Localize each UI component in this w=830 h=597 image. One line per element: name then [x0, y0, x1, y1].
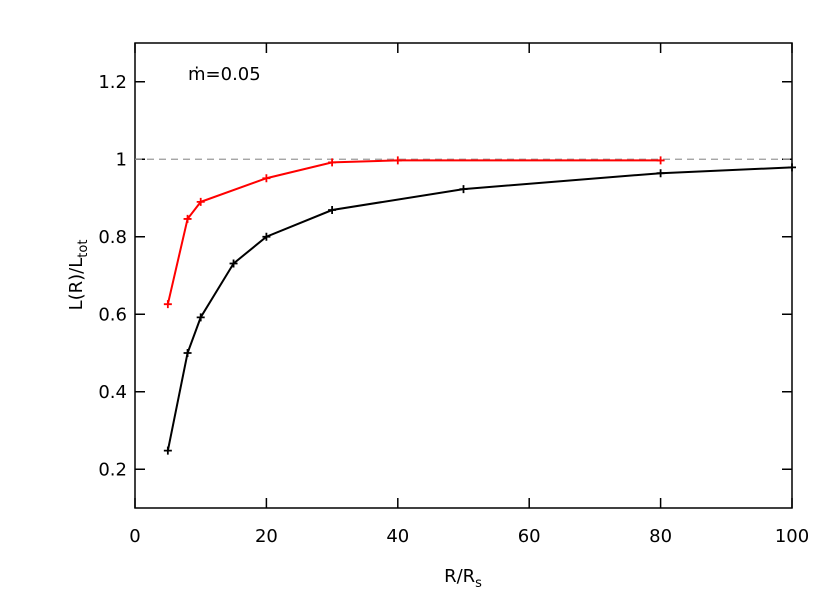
y-tick-label: 1.2 — [98, 72, 127, 93]
annotation: ṁ=0.05 — [188, 64, 261, 85]
y-tick-label: 0.2 — [98, 459, 127, 480]
point-marker — [459, 185, 468, 194]
x-tick-label: 80 — [649, 526, 672, 547]
y-axis-label-sub: tot — [76, 240, 91, 258]
x-tick-label: 60 — [518, 526, 541, 547]
x-tick-label: 100 — [775, 526, 809, 547]
point-marker — [196, 197, 205, 206]
point-marker — [328, 206, 337, 215]
y-axis-label-main: L(R)/L — [66, 258, 87, 311]
point-marker — [328, 158, 337, 167]
point-marker — [262, 232, 271, 241]
y-tick-label: 0.4 — [98, 382, 127, 403]
x-tick-label: 20 — [255, 526, 278, 547]
x-axis-label: R/Rs — [444, 566, 482, 591]
point-marker — [262, 174, 271, 183]
x-axis-label-sub: s — [475, 576, 482, 591]
point-marker — [393, 156, 402, 165]
point-marker — [656, 169, 665, 178]
point-marker — [163, 446, 172, 455]
y-tick-label: 1 — [116, 149, 127, 170]
series-line — [166, 159, 661, 305]
series-line — [166, 166, 793, 451]
point-marker — [229, 259, 238, 268]
point-marker — [183, 214, 192, 223]
x-tick-label: 40 — [386, 526, 409, 547]
point-marker — [788, 163, 796, 172]
y-tick-label: 0.6 — [98, 304, 127, 325]
point-marker — [183, 349, 192, 357]
plot-frame — [134, 42, 793, 509]
point-marker — [656, 156, 665, 165]
x-tick-label: 0 — [129, 526, 140, 547]
point-marker — [196, 313, 205, 322]
x-axis-label-main: R/R — [444, 566, 475, 587]
y-tick-label: 0.8 — [98, 227, 127, 248]
y-axis-label: L(R)/Ltot — [66, 240, 91, 311]
point-marker — [163, 300, 172, 309]
